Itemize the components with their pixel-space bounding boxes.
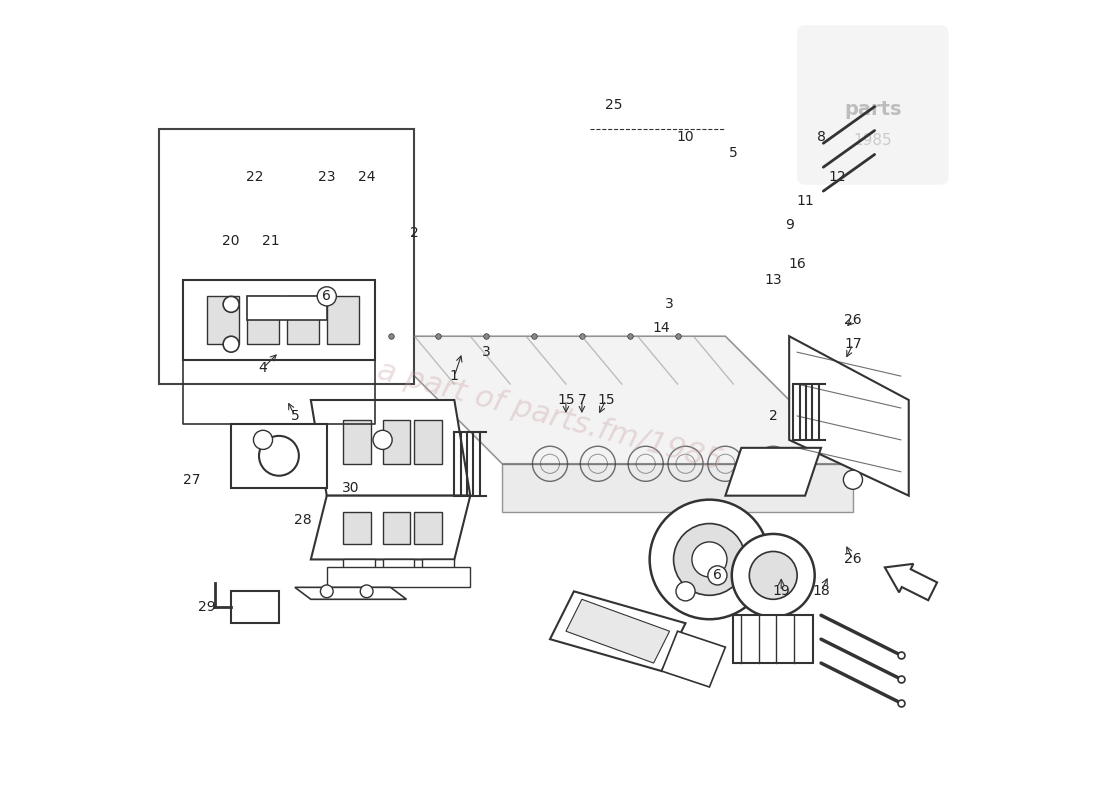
Bar	[248, 296, 279, 344]
Text: 10: 10	[676, 130, 694, 144]
Text: 14: 14	[652, 322, 670, 335]
Text: 20: 20	[222, 234, 240, 247]
Bar	[734, 615, 813, 663]
Text: 3: 3	[666, 298, 674, 311]
Polygon shape	[231, 424, 327, 488]
Circle shape	[692, 542, 727, 577]
Text: 22: 22	[246, 170, 264, 184]
Bar	[415, 420, 442, 464]
Polygon shape	[725, 448, 821, 496]
Text: 17: 17	[844, 337, 861, 351]
Text: 18: 18	[812, 584, 829, 598]
Text: 1985: 1985	[854, 134, 892, 149]
Text: 26: 26	[844, 553, 861, 566]
Bar	[343, 512, 371, 543]
Text: 6: 6	[713, 568, 722, 582]
Circle shape	[844, 470, 862, 490]
Text: 2: 2	[769, 409, 778, 423]
Text: 1: 1	[450, 369, 459, 383]
Polygon shape	[295, 587, 407, 599]
Text: parts: parts	[844, 99, 902, 118]
Bar	[327, 567, 471, 587]
Bar	[287, 296, 319, 344]
Text: 11: 11	[796, 194, 814, 208]
Text: 27: 27	[183, 473, 200, 486]
Bar	[231, 591, 279, 623]
Polygon shape	[550, 591, 685, 671]
Text: 15: 15	[557, 393, 575, 407]
Circle shape	[223, 296, 239, 312]
Text: 6: 6	[322, 290, 331, 303]
FancyArrow shape	[884, 564, 937, 600]
Text: 25: 25	[605, 98, 623, 112]
Bar	[160, 129, 415, 384]
Bar	[207, 296, 239, 344]
Text: a part of parts.fm/1985: a part of parts.fm/1985	[374, 356, 726, 476]
Circle shape	[373, 430, 392, 450]
Text: 16: 16	[789, 258, 806, 271]
Text: 24: 24	[358, 170, 375, 184]
Circle shape	[676, 582, 695, 601]
Circle shape	[708, 566, 727, 585]
Bar	[383, 559, 415, 575]
Text: 15: 15	[597, 393, 615, 407]
Circle shape	[732, 534, 815, 617]
Text: 21: 21	[262, 234, 279, 247]
Text: 23: 23	[318, 170, 336, 184]
Bar	[327, 296, 359, 344]
Text: 13: 13	[764, 274, 782, 287]
Bar	[422, 559, 454, 575]
Text: 5: 5	[729, 146, 738, 160]
Circle shape	[673, 523, 746, 595]
Polygon shape	[503, 464, 852, 512]
Text: 12: 12	[828, 170, 846, 184]
Polygon shape	[311, 496, 471, 559]
Circle shape	[317, 286, 337, 306]
Text: 26: 26	[844, 314, 861, 327]
Text: 5: 5	[290, 409, 299, 423]
Polygon shape	[375, 336, 852, 464]
Text: 19: 19	[772, 584, 790, 598]
Bar	[343, 559, 375, 575]
Text: 3: 3	[482, 345, 491, 359]
Text: 8: 8	[816, 130, 825, 144]
Polygon shape	[565, 599, 670, 663]
Bar	[343, 420, 371, 464]
Polygon shape	[789, 336, 909, 496]
Circle shape	[320, 585, 333, 598]
Polygon shape	[248, 296, 327, 320]
Circle shape	[749, 551, 798, 599]
Polygon shape	[311, 400, 471, 496]
Text: 29: 29	[198, 600, 216, 614]
Circle shape	[253, 430, 273, 450]
Polygon shape	[661, 631, 725, 687]
Text: 28: 28	[294, 513, 311, 526]
Bar	[415, 512, 442, 543]
Text: 7: 7	[578, 393, 586, 407]
Text: 4: 4	[258, 361, 267, 375]
Circle shape	[223, 336, 239, 352]
Bar	[383, 512, 410, 543]
Polygon shape	[184, 281, 375, 360]
Text: 30: 30	[342, 481, 360, 494]
Bar	[383, 420, 410, 464]
Text: 9: 9	[784, 218, 793, 232]
FancyBboxPatch shape	[798, 26, 948, 185]
Circle shape	[361, 585, 373, 598]
Text: 2: 2	[410, 226, 419, 239]
Circle shape	[650, 500, 769, 619]
